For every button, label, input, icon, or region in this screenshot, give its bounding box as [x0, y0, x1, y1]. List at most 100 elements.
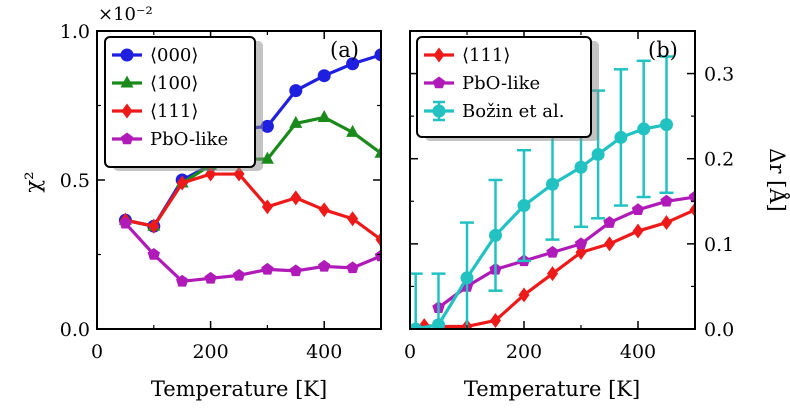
data-point: [660, 215, 673, 231]
data-point: [147, 248, 160, 260]
legend-entry-bo-in-et-al: Božin et al.: [424, 100, 564, 122]
y-tick-label: 0.0: [704, 319, 734, 341]
data-point: [660, 118, 673, 132]
data-point: [374, 48, 381, 62]
data-point: [289, 264, 302, 277]
x-tick-label: 400: [620, 341, 656, 363]
y-tick-label: 0.2: [704, 149, 734, 171]
x-tick-label: 400: [306, 341, 342, 363]
data-point: [347, 211, 359, 227]
data-point: [375, 232, 381, 248]
data-point: [176, 175, 188, 191]
data-point: [546, 177, 559, 191]
data-point: [317, 109, 331, 122]
series-line: [424, 208, 695, 329]
legend-entry-111: ⟨111⟩: [112, 101, 198, 122]
data-point: [574, 160, 588, 174]
legend-marker: [120, 48, 134, 62]
legend-marker: [433, 47, 445, 63]
data-point: [432, 318, 445, 329]
scale-label: ×10⁻²: [98, 4, 153, 25]
y-tick-label: 1.0: [60, 21, 90, 43]
series-line: [415, 123, 667, 329]
legend-marker: [432, 104, 446, 118]
data-point: [346, 124, 360, 137]
data-point: [489, 313, 502, 328]
legend-marker: [121, 103, 133, 119]
legend-entry-000: ⟨000⟩: [112, 45, 198, 66]
series-111: [119, 166, 381, 248]
data-point: [517, 199, 531, 213]
data-point: [689, 202, 695, 218]
legend-marker: [432, 76, 446, 89]
panel-a: 0 200 400 0.0 0.5 1.0 ×10⁻² (a) Temperature […: [21, 4, 382, 401]
legend-marker: [120, 132, 134, 145]
x-tick-label: 0: [404, 341, 416, 363]
panel-b-xlabel: Temperature [K]: [464, 377, 640, 401]
panel-b-legend: ⟨111⟩ PbO-like Božin et al.: [416, 36, 599, 141]
panel-a-ylabel: χ²: [21, 171, 45, 192]
y-tick-label: 0.1: [704, 234, 734, 256]
data-point: [489, 228, 502, 242]
data-point: [119, 216, 132, 229]
data-point: [374, 145, 381, 158]
data-point: [204, 271, 217, 284]
legend-label: ⟨000⟩: [150, 45, 198, 66]
data-point: [176, 274, 189, 287]
series-line: [124, 222, 381, 283]
panel-a-xlabel: Temperature [K]: [151, 377, 327, 401]
data-point: [318, 259, 331, 272]
x-tick-label: 200: [506, 341, 542, 363]
panel-b-label: (b): [648, 38, 678, 62]
panel-b-ylabel: Δr [Å]: [765, 148, 790, 211]
data-point: [603, 236, 616, 252]
panel-a-legend: ⟨000⟩ ⟨100⟩ ⟨111⟩ PbO-like: [104, 36, 263, 171]
legend-label: PbO-like: [150, 129, 228, 150]
data-point: [460, 271, 474, 285]
series-bo-in-et-al: [410, 55, 674, 329]
data-point: [148, 218, 160, 234]
data-point: [518, 287, 530, 303]
data-point: [546, 266, 559, 282]
data-point: [317, 69, 331, 83]
legend-box: [416, 36, 592, 138]
data-point: [410, 322, 423, 329]
series-pbo-like: [432, 190, 695, 313]
legend-entry-111: ⟨111⟩: [424, 45, 510, 66]
legend-label: ⟨111⟩: [462, 45, 510, 66]
panel-a-label: (a): [330, 38, 359, 62]
data-point: [289, 115, 303, 128]
legend-label: PbO-like: [462, 73, 540, 94]
data-point: [632, 223, 644, 239]
x-tick-label: 0: [91, 341, 103, 363]
panel-b-frame: [409, 30, 696, 330]
legend-box: [104, 36, 256, 168]
data-point: [574, 237, 588, 250]
data-point: [290, 190, 302, 206]
series-line: [125, 172, 381, 241]
series-line: [437, 195, 695, 309]
legend-entry-pbo-like: PbO-like: [424, 73, 540, 94]
y-tick-label: 0.0: [60, 319, 90, 341]
data-point: [261, 262, 274, 275]
series-pbo-like: [119, 216, 381, 287]
y-tick-label: 0.5: [60, 170, 90, 192]
data-point: [260, 119, 274, 133]
data-point: [614, 130, 628, 144]
data-point: [232, 268, 246, 281]
legend-label: ⟨111⟩: [150, 101, 198, 122]
data-point: [688, 190, 695, 203]
data-point: [289, 84, 303, 98]
y-tick-label: 0.3: [704, 64, 734, 86]
legend-label: Božin et al.: [462, 101, 564, 122]
data-point: [346, 57, 360, 71]
data-point: [546, 245, 559, 258]
legend-entry-pbo-like: PbO-like: [112, 129, 228, 150]
data-point: [318, 202, 330, 218]
data-point: [260, 151, 274, 164]
data-point: [261, 199, 273, 215]
data-point: [591, 147, 605, 161]
data-point: [603, 216, 616, 228]
